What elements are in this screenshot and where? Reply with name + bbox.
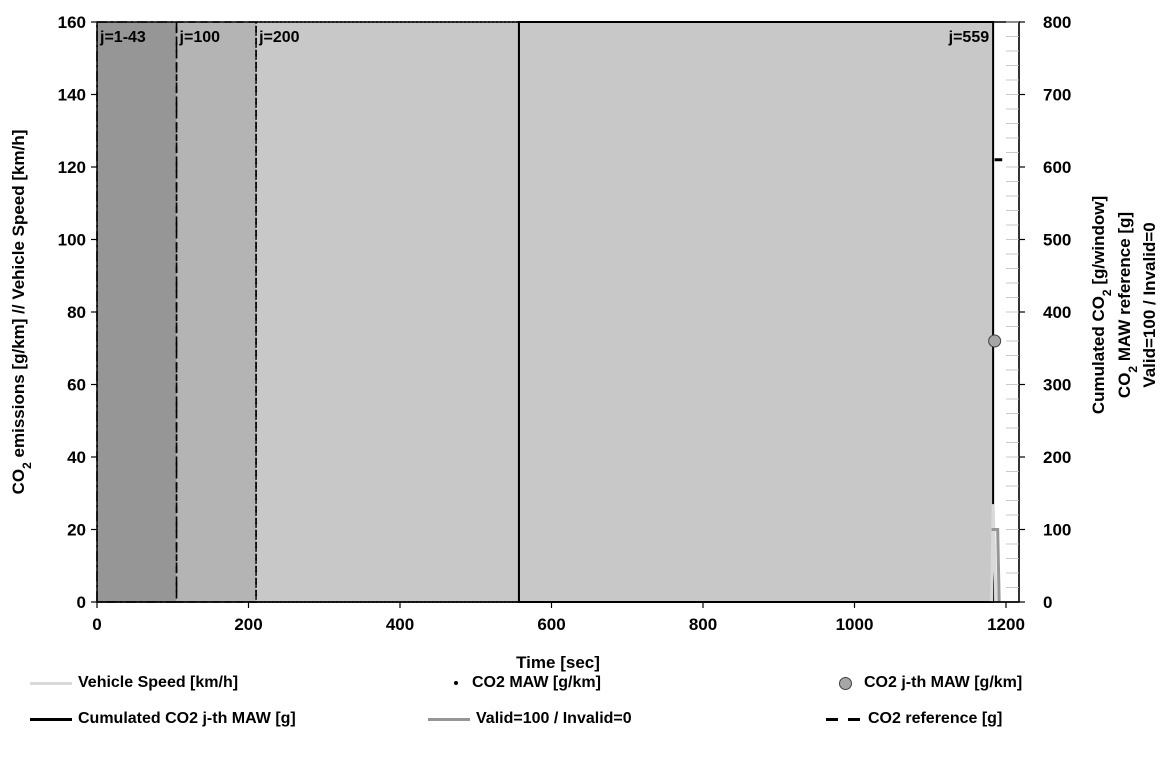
x-tick-label: 400 (386, 615, 414, 634)
chart: j=1-43 j=100 j=200 j=559 0 20 40 60 80 100 120 140… (9, 13, 1159, 672)
left-tick-label: 120 (58, 158, 86, 177)
legend-item-valid-invalid: Valid=100 / Invalid=0 (428, 710, 632, 728)
series-line (990, 504, 998, 603)
legend-label: CO2 j-th MAW [g/km] (864, 674, 1023, 691)
window-label: j=1-43 (99, 29, 146, 46)
legend-dot-swatch-icon (454, 681, 458, 685)
series-layer (988, 158, 1003, 603)
left-tick-label: 0 (77, 593, 86, 612)
window-region (256, 22, 519, 602)
right-tick-label: 500 (1043, 231, 1071, 250)
right-axis-label-3: Valid=100 / Invalid=0 (1140, 222, 1159, 387)
x-tick-label: 1200 (987, 615, 1025, 634)
right-tick-label: 200 (1043, 448, 1071, 467)
window-label: j=100 (179, 29, 221, 46)
right-tick-label: 300 (1043, 376, 1071, 395)
x-axis: 0 200 400 600 800 1000 1200 (92, 601, 1025, 634)
legend-line-swatch-icon (428, 717, 470, 721)
left-axis: 0 20 40 60 80 100 120 140 160 (58, 13, 97, 612)
legend-label: CO2 reference [g] (868, 710, 1003, 727)
left-tick-label: 140 (58, 86, 86, 105)
x-tick-label: 1000 (836, 615, 874, 634)
legend-item-vehicle-speed: Vehicle Speed [km/h] (30, 674, 238, 692)
chart-legend: Vehicle Speed [km/h] CO2 MAW [g/km] CO2 … (0, 674, 1163, 754)
window-region (97, 22, 177, 602)
window-region (176, 22, 257, 602)
right-tick-label: 700 (1043, 86, 1071, 105)
legend-label: Cumulated CO2 j-th MAW [g] (78, 710, 296, 727)
right-tick-label: 0 (1043, 593, 1052, 612)
window-regions: j=1-43 j=100 j=200 j=559 (96, 21, 995, 603)
left-tick-label: 160 (58, 13, 86, 32)
window-label: j=559 (948, 29, 990, 46)
right-axis-label-1: Cumulated CO2 [g/window] (1089, 196, 1114, 414)
left-tick-label: 100 (58, 231, 86, 250)
legend-dash-swatch-icon (826, 717, 862, 721)
left-tick-label: 80 (67, 303, 86, 322)
right-tick-label: 400 (1043, 303, 1071, 322)
legend-item-co2-reference: CO2 reference [g] (826, 710, 1002, 728)
left-tick-label: 60 (67, 376, 86, 395)
window-label: j=200 (258, 29, 300, 46)
window-region (518, 22, 994, 602)
legend-item-co2-maw: CO2 MAW [g/km] (454, 674, 601, 692)
series-line (991, 528, 1001, 603)
legend-label: Valid=100 / Invalid=0 (476, 710, 632, 727)
right-axis: 0 100 200 300 400 500 600 700 800 (1006, 13, 1071, 612)
legend-label: CO2 MAW [g/km] (472, 674, 601, 691)
x-tick-label: 800 (689, 615, 717, 634)
right-tick-label: 100 (1043, 521, 1071, 540)
legend-label: Vehicle Speed [km/h] (78, 674, 239, 691)
left-tick-label: 40 (67, 448, 86, 467)
left-tick-label: 20 (67, 521, 86, 540)
legend-circle-swatch-icon (839, 676, 852, 690)
right-tick-label: 600 (1043, 158, 1071, 177)
co2-jth-maw-point (988, 334, 1002, 348)
x-tick-label: 200 (234, 615, 262, 634)
legend-item-co2-jth-maw: CO2 j-th MAW [g/km] (839, 674, 1022, 692)
right-tick-label: 800 (1043, 13, 1071, 32)
left-axis-label: CO2 emissions [g/km] // Vehicle Speed [k… (9, 130, 34, 495)
legend-item-cumulated-co2: Cumulated CO2 j-th MAW [g] (30, 710, 296, 728)
x-tick-label: 0 (92, 615, 101, 634)
legend-line-swatch-icon (30, 681, 72, 685)
x-axis-label: Time [sec] (516, 653, 600, 672)
x-tick-label: 600 (537, 615, 565, 634)
right-axis-label-2: CO2 MAW reference [g] (1115, 212, 1140, 398)
legend-line-swatch-icon (30, 717, 72, 721)
